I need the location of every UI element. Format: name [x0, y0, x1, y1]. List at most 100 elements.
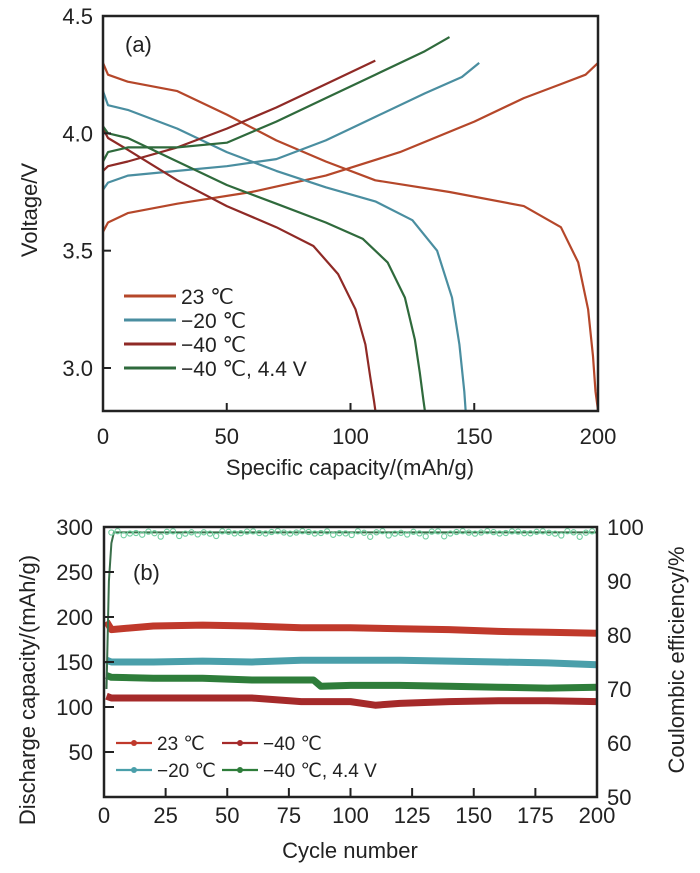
efficiency-marker [428, 528, 435, 535]
efficiency-marker [317, 529, 325, 537]
panel-a-y-axis-title: Voltage/V [17, 163, 42, 258]
efficiency-marker [465, 529, 472, 536]
efficiency-marker [151, 530, 158, 537]
efficiency-marker [262, 530, 269, 537]
legend-label-40-4-4-v: −40 ℃, 4.4 V [263, 761, 377, 782]
efficiency-marker [502, 529, 509, 537]
efficiency-marker [243, 528, 251, 535]
capacity-40-4-4-v [105, 672, 598, 692]
efficiency-marker [397, 529, 405, 536]
efficiency-marker [539, 528, 546, 535]
y-tick-label: 50 [69, 740, 93, 765]
y2-tick-label: 90 [607, 569, 631, 594]
x-tick-label: 125 [394, 803, 431, 828]
efficiency-marker [441, 533, 448, 540]
legend-marker-40 [237, 740, 243, 746]
panel-b-x-ticks: 0 25 50 75 100 125 150 175 200 [98, 788, 615, 828]
y-tick-label: 4.0 [62, 121, 93, 146]
panel-a-frame [101, 14, 600, 413]
efficiency-marker [145, 528, 152, 535]
efficiency-marker [299, 528, 306, 535]
efficiency-marker [570, 529, 577, 536]
x-tick-label: 175 [517, 803, 554, 828]
y-tick-label: 150 [56, 650, 93, 675]
efficiency-marker [582, 529, 590, 536]
curve-20-discharge [101, 90, 467, 411]
y2-tick-label: 50 [607, 785, 631, 810]
efficiency-marker [169, 528, 177, 535]
legend-label-23: 23 ℃ [181, 286, 234, 309]
panel-a: 0 50 100 150 200 3.0 3.5 4.0 4.5 (a) Specific c… [17, 4, 616, 480]
x-tick-label: 100 [332, 803, 369, 828]
efficiency-marker [551, 530, 559, 537]
legend-marker-23 [131, 740, 137, 746]
x-tick-label: 150 [456, 424, 493, 449]
x-tick-label: 50 [215, 424, 239, 449]
curve-40-discharge [102, 128, 377, 411]
efficiency-marker [459, 528, 466, 535]
panel-b-legend: 23 ℃ −40 ℃ −20 ℃ −40 ℃, 4.4 V [116, 734, 377, 782]
efficiency-marker [330, 531, 337, 538]
legend-label-20: −20 ℃ [181, 310, 246, 333]
efficiency-marker [249, 528, 257, 535]
efficiency-marker [182, 530, 189, 537]
efficiency-marker [194, 531, 201, 538]
efficiency-marker [336, 530, 343, 537]
panel-a-label: (a) [125, 32, 152, 57]
efficiency-marker [490, 528, 497, 536]
coulombic-efficiency-markers [108, 528, 596, 540]
efficiency-marker [188, 529, 195, 536]
efficiency-marker [256, 529, 263, 537]
curve-40-4-4-v-charge [102, 36, 451, 163]
y2-tick-label: 60 [607, 731, 631, 756]
legend-marker-20 [131, 767, 137, 773]
legend-label-40-4-4-v: −40 ℃, 4.4 V [181, 358, 307, 381]
efficiency-marker [280, 529, 288, 536]
efficiency-marker [404, 531, 411, 538]
legend-marker-40-4-4-v [237, 767, 243, 773]
panel-b-label: (b) [133, 560, 160, 585]
x-tick-label: 50 [215, 803, 239, 828]
legend-label-23: 23 ℃ [157, 734, 205, 755]
panel-a-x-axis-title: Specific capacity/(mAh/g) [226, 455, 474, 480]
y-tick-label: 300 [56, 515, 93, 540]
efficiency-marker [496, 530, 503, 537]
efficiency-marker [132, 529, 140, 537]
curve-20-charge [102, 62, 480, 191]
efficiency-marker [453, 528, 460, 536]
efficiency-marker [219, 528, 226, 535]
efficiency-marker [471, 530, 479, 537]
efficiency-marker [176, 532, 183, 540]
efficiency-marker [416, 530, 423, 537]
y2-tick-label: 80 [607, 623, 631, 648]
efficiency-marker [237, 530, 244, 537]
x-tick-label: 100 [332, 424, 369, 449]
panel-b: 0 25 50 75 100 125 150 175 200 50 100 150 200 250 300… [15, 515, 689, 863]
panel-a-y-ticks: 3.0 3.5 4.0 4.5 [62, 4, 111, 381]
efficiency-marker [200, 529, 207, 536]
curve-40-charge [102, 59, 376, 172]
efficiency-marker [434, 528, 442, 535]
efficiency-marker [311, 530, 318, 537]
panel-b-right-y-axis-title: Coulombic efficiency/% [664, 546, 689, 773]
efficiency-marker [385, 532, 392, 539]
efficiency-marker [514, 528, 522, 535]
efficiency-marker [231, 530, 238, 537]
efficiency-marker [348, 531, 355, 539]
efficiency-marker [521, 530, 528, 537]
panel-a-legend: 23 ℃−20 ℃−40 ℃−40 ℃, 4.4 V [124, 286, 307, 381]
efficiency-marker [545, 529, 553, 536]
efficiency-marker [108, 529, 115, 536]
x-tick-label: 0 [98, 803, 110, 828]
y2-tick-label: 100 [607, 515, 644, 540]
legend-label-20: −20 ℃ [157, 761, 216, 782]
efficiency-marker [360, 529, 368, 536]
curve-23-charge [102, 62, 599, 233]
efficiency-marker [410, 528, 417, 535]
efficiency-marker [422, 533, 429, 540]
x-tick-label: 150 [455, 803, 492, 828]
y-tick-label: 4.5 [62, 4, 93, 29]
x-tick-label: 200 [579, 803, 616, 828]
panel-b-left-y-axis-title: Discharge capacity/(mAh/g) [15, 555, 40, 825]
coulombic-efficiency-line [105, 531, 597, 690]
